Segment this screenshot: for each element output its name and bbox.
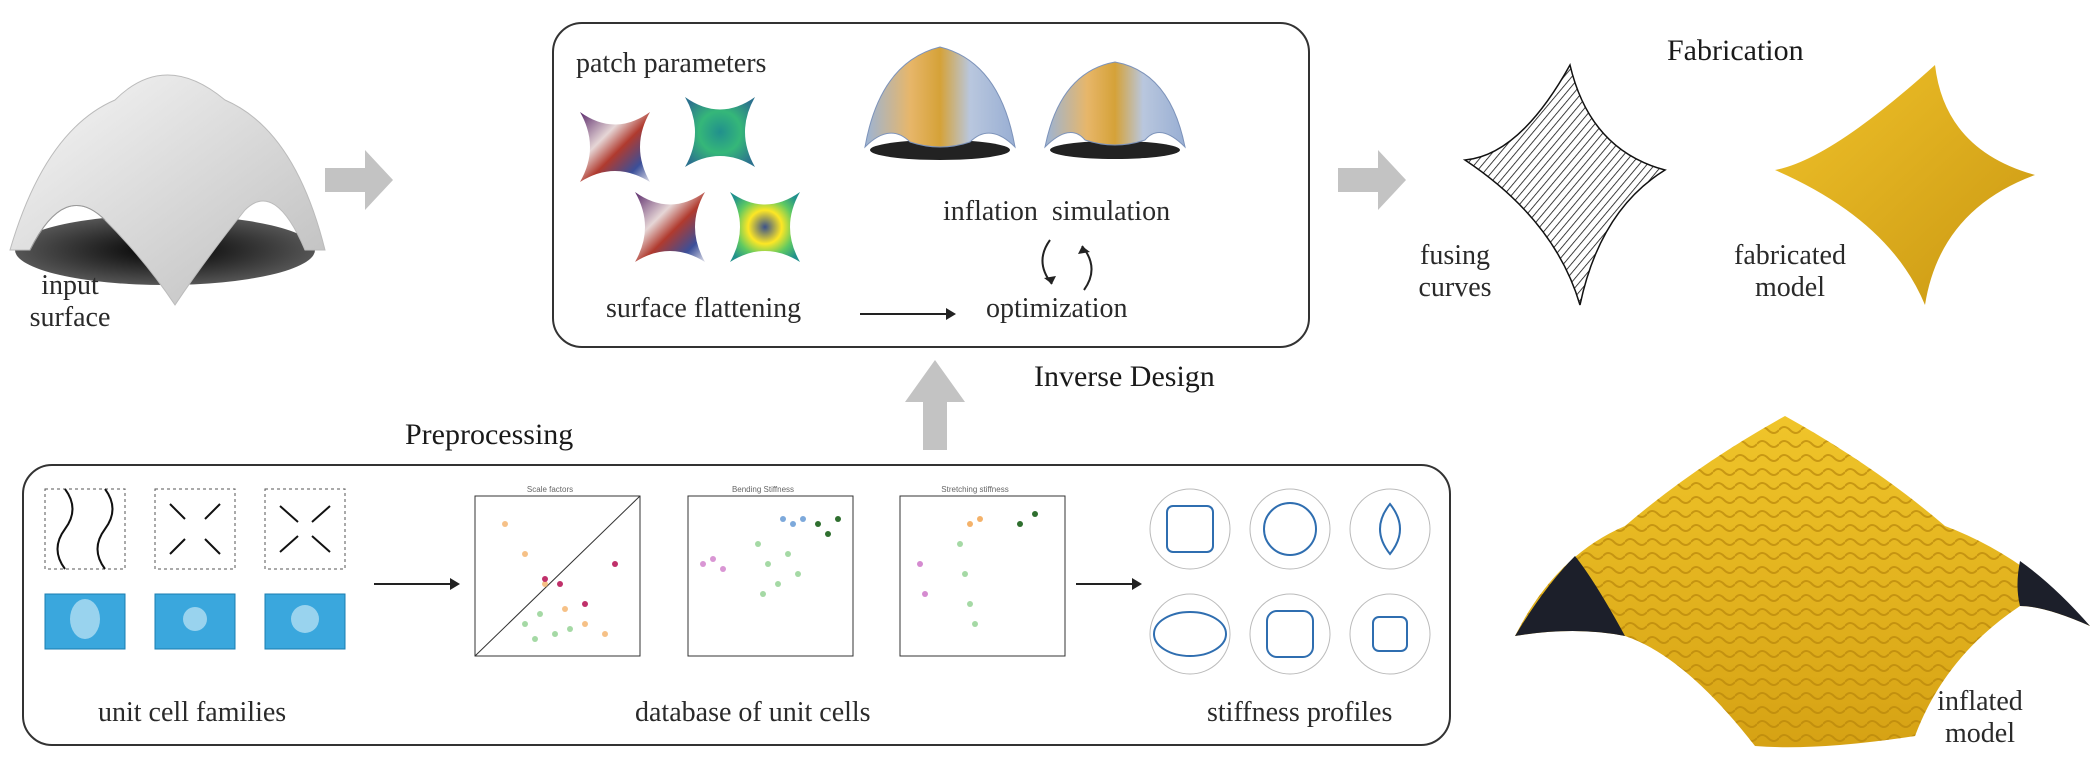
preprocessing-heading: Preprocessing — [405, 418, 574, 451]
fabricated-model-label: fabricated model — [1734, 240, 1846, 304]
arrow-right-icon — [325, 150, 393, 210]
inflated-model-render — [1515, 416, 2090, 748]
fabricated-model-render — [1775, 65, 2035, 305]
database-of-unit-cells-label: database of unit cells — [635, 697, 871, 728]
bending-stiffness-plot: Bending Stiffness — [687, 485, 854, 657]
fabrication-heading: Fabrication — [1667, 34, 1804, 67]
inverse-design-panel — [552, 22, 1310, 348]
arrow-up-icon — [905, 360, 965, 450]
arrow-right-thin-icon — [1076, 578, 1142, 590]
patch-parameter-maps — [580, 97, 800, 262]
inflation-simulation-renders — [864, 46, 1186, 160]
scale-factors-plot: Scale factors — [474, 485, 641, 657]
stretching-stiffness-title: Stretching stiffness — [941, 485, 1008, 494]
scale-factors-title: Scale factors — [527, 485, 573, 494]
fusing-curves-label: fusing curves — [1418, 240, 1492, 304]
stiffness-profiles-label: stiffness profiles — [1207, 697, 1393, 728]
stiffness-profiles-plots — [1149, 488, 1431, 675]
arrow-right-icon — [1338, 150, 1406, 210]
optimization-label: optimization — [986, 293, 1128, 324]
inflated-model-label: inflated model — [1937, 686, 2023, 750]
patch-parameters-label: patch parameters — [576, 48, 767, 79]
arrow-right-thin-icon — [860, 308, 956, 320]
preprocessing-panel — [22, 464, 1451, 746]
input-surface-label: input surface — [29, 270, 111, 334]
unit-cell-families-label: unit cell families — [98, 697, 287, 728]
arrow-right-thin-icon — [374, 578, 460, 590]
bending-stiffness-title: Bending Stiffness — [732, 485, 794, 494]
cycle-arrows-icon — [1041, 239, 1093, 291]
fusing-curves-pattern — [1462, 62, 1667, 306]
inverse-design-heading: Inverse Design — [1034, 360, 1215, 393]
input-surface-render — [9, 74, 326, 306]
unit-cell-families — [44, 488, 346, 650]
inflation-simulation-label: inflation simulation — [943, 196, 1171, 227]
stretching-stiffness-plot: Stretching stiffness — [899, 485, 1066, 657]
surface-flattening-label: surface flattening — [606, 293, 802, 324]
